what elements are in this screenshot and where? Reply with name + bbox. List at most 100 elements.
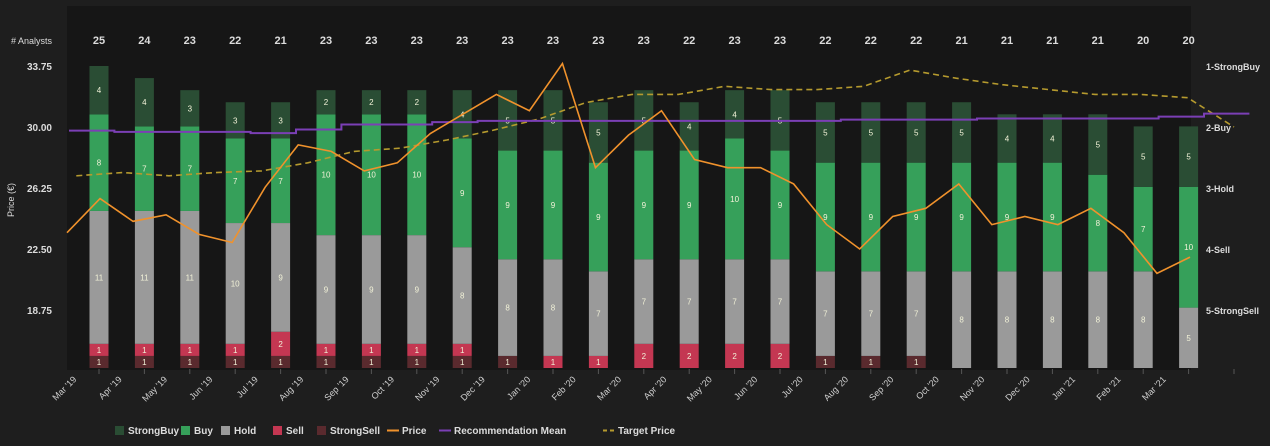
target-price-line bbox=[76, 69, 1235, 177]
bar-value-label: 1 bbox=[188, 358, 193, 367]
bar-value-label: 2 bbox=[642, 352, 647, 361]
bar-value-label: 7 bbox=[233, 177, 238, 186]
analyst-count: 24 bbox=[138, 35, 151, 47]
bar-buy bbox=[1042, 162, 1062, 272]
bar-value-label: 5 bbox=[959, 128, 964, 137]
bar-strongbuy bbox=[861, 102, 881, 163]
bar-buy bbox=[634, 150, 654, 260]
bar-sell bbox=[361, 343, 381, 356]
bar-value-label: 9 bbox=[959, 213, 964, 222]
bar-value-label: 1 bbox=[551, 358, 556, 367]
bar-strongbuy bbox=[271, 102, 291, 139]
analyst-count: 23 bbox=[501, 35, 513, 47]
bar-sell bbox=[89, 343, 109, 356]
analyst-count: 20 bbox=[1137, 35, 1149, 47]
analyst-count: 23 bbox=[456, 35, 468, 47]
bar-value-label: 9 bbox=[1050, 213, 1055, 222]
y-axis-title: Price (€) bbox=[6, 183, 16, 217]
analyst-count: 23 bbox=[774, 35, 786, 47]
bar-value-label: 9 bbox=[596, 213, 601, 222]
bar-buy bbox=[861, 162, 881, 272]
bar-value-label: 7 bbox=[778, 298, 783, 307]
bar-value-label: 1 bbox=[415, 358, 420, 367]
bar-value-label: 1 bbox=[142, 346, 147, 355]
bar-buy bbox=[271, 138, 291, 224]
bar-value-label: 3 bbox=[233, 116, 238, 125]
bar-value-label: 1 bbox=[324, 346, 329, 355]
bar-buy bbox=[588, 162, 608, 272]
bar-value-label: 7 bbox=[596, 310, 601, 319]
bar-buy bbox=[407, 114, 427, 236]
bar-buy bbox=[498, 150, 518, 260]
bar-value-label: 10 bbox=[322, 171, 331, 180]
bar-value-label: 2 bbox=[687, 352, 692, 361]
analyst-count: 21 bbox=[955, 35, 967, 47]
bar-value-label: 3 bbox=[188, 104, 193, 113]
price-line bbox=[66, 61, 1191, 275]
bar-hold bbox=[634, 259, 654, 344]
bar-value-label: 4 bbox=[142, 98, 147, 107]
bar-value-label: 11 bbox=[140, 273, 149, 282]
bar-value-label: 1 bbox=[823, 358, 828, 367]
bar-value-label: 10 bbox=[231, 279, 240, 288]
bar-value-label: 8 bbox=[1141, 316, 1146, 325]
bar-buy bbox=[997, 162, 1017, 272]
analysts-count-label: # Analysts bbox=[11, 36, 53, 46]
bar-value-label: 8 bbox=[959, 316, 964, 325]
bar-value-label: 7 bbox=[188, 165, 193, 174]
bar-hold bbox=[361, 235, 381, 344]
bar-value-label: 2 bbox=[732, 352, 737, 361]
rating-axis-label: 1-StrongBuy bbox=[1206, 62, 1260, 72]
analyst-count: 25 bbox=[93, 35, 105, 47]
bar-sell bbox=[679, 343, 699, 368]
bar-hold bbox=[543, 259, 563, 356]
bar-strongsell bbox=[271, 355, 291, 368]
bar-strongbuy bbox=[679, 102, 699, 151]
bar-value-label: 1 bbox=[369, 346, 374, 355]
bar-buy bbox=[770, 150, 790, 260]
bar-value-label: 1 bbox=[596, 358, 601, 367]
bar-buy bbox=[225, 138, 245, 224]
bar-sell bbox=[543, 355, 563, 368]
bar-value-label: 9 bbox=[687, 201, 692, 210]
bar-value-label: 1 bbox=[97, 358, 102, 367]
bar-strongsell bbox=[861, 355, 881, 368]
bar-value-label: 10 bbox=[412, 171, 421, 180]
analyst-count: 23 bbox=[728, 35, 740, 47]
bar-strongbuy bbox=[316, 90, 336, 115]
bar-value-label: 1 bbox=[369, 358, 374, 367]
bar-value-label: 9 bbox=[823, 213, 828, 222]
bar-hold bbox=[407, 235, 427, 344]
bar-value-label: 7 bbox=[732, 298, 737, 307]
bar-value-label: 9 bbox=[642, 201, 647, 210]
bar-value-label: 1 bbox=[142, 358, 147, 367]
bar-value-label: 7 bbox=[278, 177, 283, 186]
bar-strongsell bbox=[815, 355, 835, 368]
bar-buy bbox=[180, 126, 200, 211]
y-tick-label: 33.75 bbox=[27, 62, 52, 73]
bar-strongsell bbox=[134, 355, 154, 368]
bar-strongbuy bbox=[1133, 126, 1153, 187]
bar-value-label: 4 bbox=[732, 110, 737, 119]
legend-swatch-strongsell bbox=[317, 426, 326, 435]
bar-value-label: 5 bbox=[823, 128, 828, 137]
bar-hold bbox=[498, 259, 518, 356]
bar-value-label: 9 bbox=[278, 273, 283, 282]
legend-label: Hold bbox=[234, 426, 256, 437]
bar-strongsell bbox=[498, 355, 518, 368]
bar-sell bbox=[225, 343, 245, 356]
bars-layer: 1111841111741111731110731297311910211910… bbox=[89, 66, 1199, 368]
bar-value-label: 7 bbox=[823, 310, 828, 319]
analyst-count: 21 bbox=[274, 35, 286, 47]
bar-hold bbox=[679, 259, 699, 344]
bar-buy bbox=[134, 126, 154, 211]
bar-value-label: 4 bbox=[1050, 134, 1055, 143]
legend-swatch-buy bbox=[181, 426, 190, 435]
bar-value-label: 1 bbox=[460, 358, 465, 367]
bar-strongsell bbox=[180, 355, 200, 368]
bar-strongsell bbox=[452, 355, 472, 368]
legend-label: Recommendation Mean bbox=[454, 426, 566, 437]
legend-label: Price bbox=[402, 426, 427, 437]
bar-hold bbox=[180, 210, 200, 344]
bar-strongsell bbox=[906, 355, 926, 368]
